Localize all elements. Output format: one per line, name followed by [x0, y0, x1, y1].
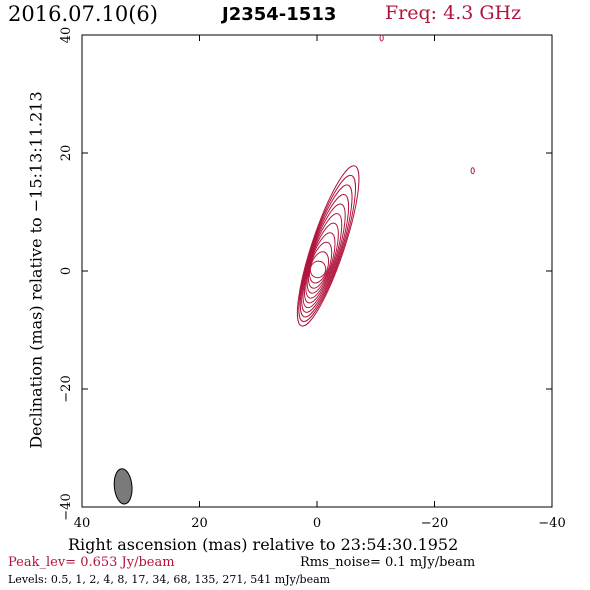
x-tick-label: −20 [421, 516, 448, 531]
y-tick-label: 20 [59, 145, 74, 162]
rms-noise: Rms_noise= 0.1 mJy/beam [300, 555, 476, 570]
x-tick-label: −40 [538, 516, 565, 531]
x-axis-label: Right ascension (mas) relative to 23:54:… [68, 535, 459, 554]
contour-level [296, 165, 360, 327]
y-axis-label: Declination (mas) relative to −15:13:11.… [26, 91, 46, 449]
header-frequency: Freq: 4.3 GHz [385, 2, 522, 24]
plot-frame [81, 34, 553, 508]
contour-level [299, 184, 353, 318]
contour-level [303, 213, 343, 304]
x-tick-label: 40 [74, 516, 91, 531]
contour-level [307, 241, 333, 289]
y-tick-label: −20 [59, 375, 74, 402]
x-tick-label: 20 [191, 516, 208, 531]
header-date: 2016.07.10(6) [8, 2, 158, 26]
x-tick-label: 0 [313, 516, 321, 531]
peak-level: Peak_lev= 0.653 Jy/beam [8, 555, 175, 570]
y-tick-label: 40 [59, 27, 74, 44]
contour-level [302, 203, 346, 309]
contour-level [298, 174, 356, 323]
isolated-contour [379, 34, 384, 42]
contour-level [306, 232, 336, 294]
y-tick-label: 0 [59, 267, 74, 275]
contour-level [308, 251, 330, 284]
contour-levels: Levels: 0.5, 1, 2, 4, 8, 17, 34, 68, 135… [8, 573, 331, 586]
contour-level [301, 194, 350, 313]
contour-level [309, 260, 327, 279]
header-source: J2354-1513 [222, 4, 337, 25]
y-tick-label: −40 [59, 493, 74, 520]
isolated-contour [470, 167, 475, 175]
beam-ellipse [113, 468, 133, 505]
contour-level [305, 222, 339, 299]
